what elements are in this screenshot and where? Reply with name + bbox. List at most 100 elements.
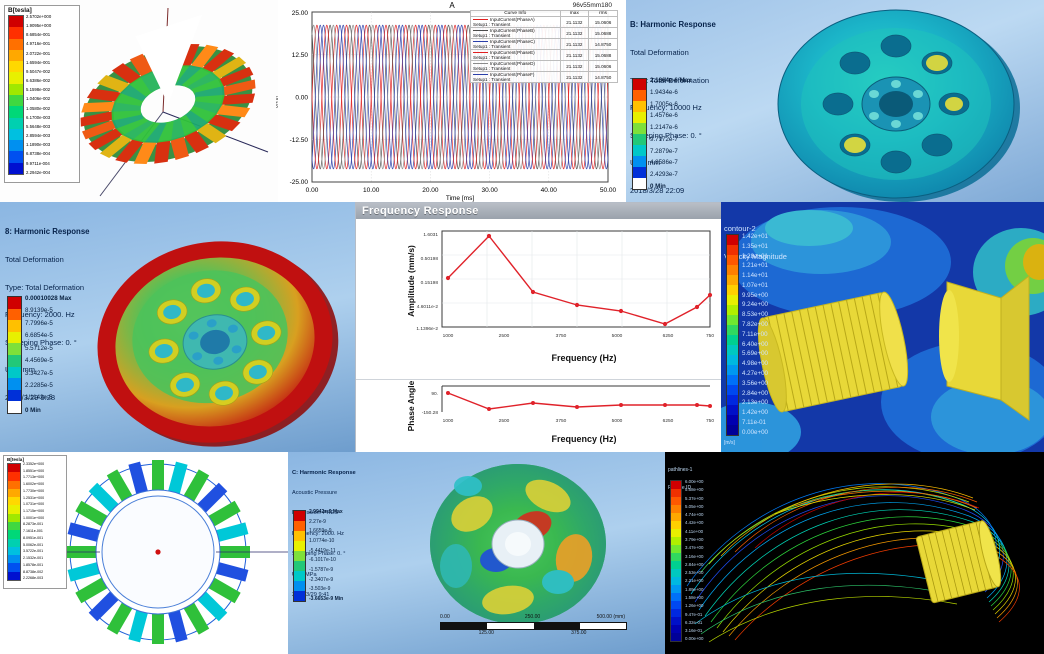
legend-value: 3.3427e-5 — [25, 369, 53, 377]
series-max: 21.1132 — [559, 16, 590, 28]
legend-value: 2.0722e-001 — [26, 50, 51, 56]
legend-value: 7.82e+00 — [742, 321, 768, 329]
svg-text:Phase Angle: Phase Angle — [406, 380, 416, 431]
legend-value: 6.32e-01 — [685, 619, 703, 625]
svg-text:Frequency (Hz): Frequency (Hz) — [551, 353, 616, 363]
svg-text:90.: 90. — [431, 391, 438, 397]
svg-text:1000: 1000 — [443, 418, 454, 424]
series-rms: 14.8750 — [588, 71, 618, 83]
legend-value-min: 0 Min — [25, 406, 41, 414]
series-setup: Setup1 : Transient — [473, 55, 511, 60]
legend-value: 4.9716e-001 — [26, 41, 51, 47]
scale-right: 500.00 (mm) — [596, 614, 625, 620]
legend-value: 8.0951e-001 — [23, 535, 44, 540]
table-row: InputCurrent(PhaseC) Setup1 : Transient 2… — [470, 38, 618, 50]
legend-value: 2.3352e+000 — [23, 462, 45, 466]
svg-text:750: 750 — [706, 418, 714, 424]
legend-value: 3.16e+00 — [685, 553, 704, 559]
amplitude-plot: 1.6031 0.50198 0.15198 4.6011e-2 1.1396e… — [356, 219, 722, 379]
legend-value: -5.4419e-11 — [309, 547, 336, 554]
phase-plot-area: 90. -150.28 1000 2500 3750 5000 6250 750… — [356, 379, 722, 452]
curve-info-table: Curve Info max rms InputCurrent(PhaseA) S… — [470, 10, 618, 83]
legend-value: 4.4569e-5 — [25, 357, 53, 365]
legend-value: 1.42e+00 — [742, 409, 768, 417]
velocity-contour-view — [721, 202, 1044, 452]
svg-text:5000: 5000 — [612, 333, 623, 339]
legend-values: 6.00e+00 5.68e+00 5.37e+00 5.05e+00 4.74… — [685, 479, 704, 642]
legend-value: 1.28e+01 — [742, 252, 768, 260]
header-line: Total Deformation — [630, 48, 689, 58]
series-name: InputCurrent(PhaseB) — [490, 28, 535, 33]
legend-value: -3.503e-9 — [309, 586, 331, 593]
svg-text:2500: 2500 — [499, 418, 510, 424]
legend-values: 0.00010028 Max 8.9139e-5 7.7996e-5 6.685… — [25, 295, 72, 414]
legend-value: 5.69e+00 — [742, 350, 768, 358]
legend-values: 1.42e+01 1.35e+01 1.28e+01 1.21e+01 1.14… — [742, 233, 768, 436]
curve-info-rows: InputCurrent(PhaseA) Setup1 : Transient 2… — [470, 16, 618, 83]
legend-values: 2.1864e-6 Max 1.9434e-6 1.7005e-6 1.4576… — [650, 77, 692, 190]
svg-text:5000: 5000 — [612, 418, 623, 424]
series-setup: Setup1 : Transient — [473, 22, 511, 27]
legend-value: 4.27e+00 — [742, 369, 768, 377]
header-line: Total Deformation — [5, 255, 64, 265]
svg-text:-12.50: -12.50 — [290, 137, 309, 144]
legend-value: -6.1017e-10 — [309, 557, 336, 564]
legend-value: 1.0774e-10 — [309, 537, 335, 544]
legend-value: 1.8578e-001 — [23, 562, 44, 567]
svg-text:2500: 2500 — [499, 333, 510, 339]
legend-value: 1.1142e-5 — [25, 394, 53, 402]
legend-value: 6.40e+00 — [742, 340, 768, 348]
legend-b-tesla-bottom: B[tesla] 2.3352e+000 1.8551e+000 1.7713e… — [3, 455, 67, 589]
legend-b-tesla-top: B[tesla] 2.5702e+000 1.9095e+000 8.6854e… — [4, 5, 80, 183]
series-name: InputCurrent(PhaseC) — [490, 39, 535, 44]
legend-value: 7.11e+00 — [742, 330, 768, 338]
legend-title: B[tesla] — [8, 7, 32, 14]
legend-value: 8.8738e-002 — [23, 569, 44, 574]
svg-text:0.00: 0.00 — [306, 187, 319, 194]
color-bar — [670, 480, 682, 642]
legend-value: 3.79e+00 — [685, 536, 704, 542]
legend-value: 2.21e+00 — [685, 578, 704, 584]
table-row: InputCurrent(PhaseB) Setup1 : Transient 2… — [470, 27, 618, 39]
legend-value: 2.5702e+000 — [26, 14, 52, 19]
svg-text:-150.28: -150.28 — [422, 410, 439, 416]
legend-value: 2.4293e-7 — [650, 171, 678, 178]
legend-value-max: 0.00010028 Max — [25, 295, 72, 302]
header-line: 2018/3/28 22:09 — [630, 186, 685, 196]
legend-value: 1.6594e-001 — [26, 59, 51, 65]
legend-value: 8.2873e-001 — [23, 522, 44, 527]
svg-text:50.00: 50.00 — [600, 187, 617, 194]
legend-value-min: 0 Min — [650, 182, 666, 190]
svg-text:3750: 3750 — [556, 418, 567, 424]
legend-value: 9.9711e-004 — [26, 160, 50, 166]
legend-value-max: 2.9942e-9 Max — [309, 509, 343, 515]
legend-title: B[tesla] — [7, 457, 24, 462]
legend-value: 7.11e-01 — [742, 418, 766, 426]
legend-value: 4.42e+00 — [685, 520, 704, 526]
series-setup: Setup1 : Transient — [473, 77, 511, 82]
header-line: Type: Total Deformation — [5, 282, 85, 292]
legend-value: 2.1532e-001 — [23, 556, 44, 561]
scale-bar-mm-acoustic: 0.00 250.00 500.00 (mm) 125.00 375.00 — [440, 614, 627, 638]
svg-text:4.6011e-2: 4.6011e-2 — [417, 304, 439, 310]
color-bar — [8, 15, 24, 175]
legend-value: 5.05e+00 — [685, 503, 704, 509]
scale-q1: 125.00 — [478, 630, 494, 636]
panel-maxwell-2d-flux: B[tesla] 2.3352e+000 1.8551e+000 1.7713e… — [0, 452, 288, 654]
svg-text:0.00: 0.00 — [295, 95, 308, 102]
legend-value: 7.2879e-7 — [650, 147, 678, 155]
legend-value: 1.1715e+000 — [23, 509, 45, 514]
legend-value: 1.0580e-002 — [26, 105, 51, 111]
series-rms: 15.0606 — [588, 60, 618, 72]
legend-total-deformation-8: 0.00010028 Max 8.9139e-5 7.7996e-5 6.685… — [7, 295, 72, 414]
svg-text:6250: 6250 — [663, 333, 674, 339]
legend-values: 2.9942e-9 Max 2.27e-9 1.6659e-9 1.0774e-… — [309, 510, 343, 602]
phase-plot: 90. -150.28 1000 2500 3750 5000 6250 750… — [356, 380, 722, 452]
legend-value: 9.7172e-7 — [650, 135, 678, 143]
series-rms: 15.0606 — [588, 16, 618, 28]
color-bar — [7, 463, 21, 581]
series-max: 21.1132 — [559, 71, 590, 83]
legend-value-min: -3.6653e-9 Min — [309, 595, 344, 602]
legend-acoustic-pressure: 2.9942e-9 Max 2.27e-9 1.6659e-9 1.0774e-… — [293, 510, 343, 602]
